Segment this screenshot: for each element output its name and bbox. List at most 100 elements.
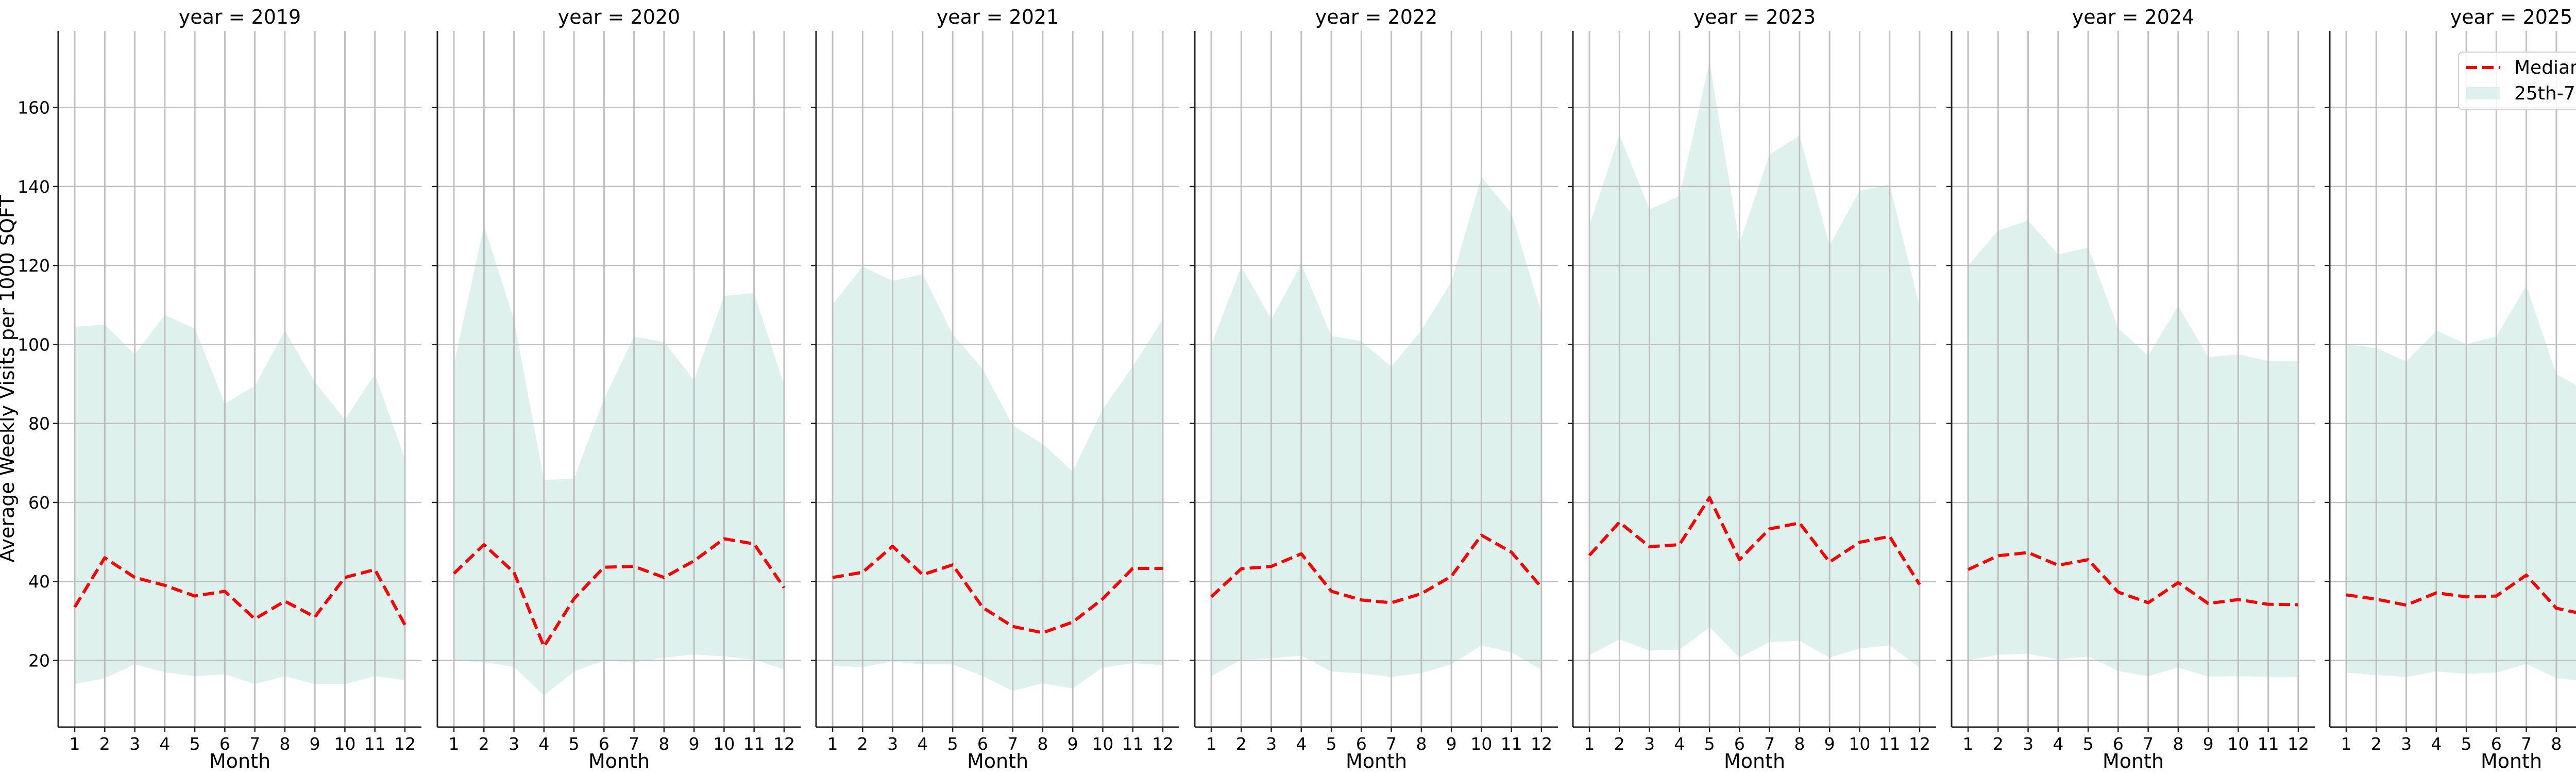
x-axis-label: Month (1724, 750, 1785, 772)
x-tick-label: 6 (1356, 734, 1367, 754)
x-tick-label: 4 (917, 734, 928, 754)
x-tick-label: 2 (1614, 734, 1625, 754)
y-tick-label: 40 (28, 572, 50, 592)
panel-title: year = 2020 (558, 6, 680, 28)
x-axis-label: Month (1346, 750, 1407, 772)
legend-band-swatch (2466, 87, 2500, 99)
x-tick-label: 11 (743, 734, 765, 754)
x-tick-label: 8 (1794, 734, 1805, 754)
x-tick-label: 3 (887, 734, 898, 754)
x-tick-label: 9 (2203, 734, 2214, 754)
y-tick-label: 20 (28, 650, 50, 670)
x-tick-label: 2 (99, 734, 110, 754)
x-tick-label: 1 (1584, 734, 1595, 754)
x-tick-label: 9 (689, 734, 700, 754)
x-tick-label: 8 (1037, 734, 1048, 754)
x-tick-label: 4 (538, 734, 549, 754)
x-axis-label: Month (967, 750, 1028, 772)
x-tick-label: 10 (1849, 734, 1870, 754)
x-tick-label: 7 (2143, 734, 2154, 754)
x-tick-label: 2 (857, 734, 868, 754)
panel-title: year = 2022 (1315, 6, 1437, 28)
x-tick-label: 10 (2227, 734, 2249, 754)
x-axis-label: Month (2103, 750, 2164, 772)
x-tick-label: 2 (2371, 734, 2382, 754)
x-tick-label: 4 (159, 734, 170, 754)
x-tick-label: 11 (1879, 734, 1901, 754)
x-tick-label: 5 (2083, 734, 2094, 754)
x-axis-label: Month (209, 750, 270, 772)
x-tick-label: 5 (947, 734, 958, 754)
percentile-band (1589, 62, 1920, 668)
x-tick-label: 6 (219, 734, 230, 754)
x-tick-label: 1 (1963, 734, 1974, 754)
x-tick-label: 4 (2431, 734, 2442, 754)
x-tick-label: 1 (449, 734, 460, 754)
x-tick-label: 11 (1122, 734, 1144, 754)
legend: Median 25th-75th Percentile (2458, 52, 2576, 110)
x-tick-label: 7 (629, 734, 639, 754)
x-tick-label: 1 (2341, 734, 2352, 754)
y-tick-label: 160 (18, 98, 50, 118)
x-tick-label: 5 (1326, 734, 1337, 754)
y-tick-label: 80 (28, 414, 50, 434)
x-tick-label: 12 (394, 734, 416, 754)
x-tick-label: 3 (509, 734, 519, 754)
x-tick-label: 10 (334, 734, 355, 754)
x-tick-label: 10 (1470, 734, 1492, 754)
percentile-band (1211, 177, 1541, 677)
median-line (1210, 533, 1543, 604)
median-line (832, 545, 1163, 634)
x-tick-label: 9 (1824, 734, 1835, 754)
x-tick-label: 5 (190, 734, 200, 754)
x-tick-label: 6 (599, 734, 609, 754)
x-tick-label: 9 (310, 734, 320, 754)
x-tick-label: 12 (1152, 734, 1174, 754)
percentile-band (75, 314, 405, 684)
y-tick-label: 140 (18, 177, 50, 197)
x-tick-label: 12 (1531, 734, 1552, 754)
x-tick-label: 7 (1007, 734, 1018, 754)
legend-median-label: Median (2514, 57, 2576, 78)
x-tick-label: 1 (827, 734, 838, 754)
x-tick-label: 9 (1067, 734, 1078, 754)
x-tick-label: 8 (658, 734, 669, 754)
x-tick-label: 11 (1501, 734, 1522, 754)
x-tick-label: 2 (1993, 734, 2004, 754)
x-tick-label: 1 (1206, 734, 1217, 754)
x-axis-label: Month (588, 750, 650, 772)
percentile-band (454, 226, 784, 696)
median-line (2346, 573, 2576, 614)
percentile-band (833, 266, 1163, 691)
x-tick-label: 6 (2113, 734, 2124, 754)
x-tick-label: 8 (1416, 734, 1427, 754)
x-tick-label: 8 (2173, 734, 2183, 754)
panel-title: year = 2023 (1693, 6, 1816, 28)
x-tick-label: 10 (1092, 734, 1113, 754)
x-axis-label: Month (2481, 750, 2542, 772)
x-tick-label: 5 (569, 734, 580, 754)
x-tick-label: 2 (1236, 734, 1247, 754)
x-tick-label: 3 (2023, 734, 2033, 754)
median-line (73, 556, 406, 626)
x-tick-label: 6 (2491, 734, 2502, 754)
x-tick-label: 12 (2287, 734, 2309, 754)
median-line (1588, 496, 1921, 585)
panel-title: year = 2021 (937, 6, 1059, 28)
x-tick-label: 5 (1704, 734, 1715, 754)
x-tick-label: 7 (249, 734, 260, 754)
x-tick-label: 4 (2053, 734, 2063, 754)
x-tick-label: 10 (713, 734, 735, 754)
x-tick-label: 5 (2461, 734, 2472, 754)
x-tick-label: 1 (70, 734, 80, 754)
y-tick-label: 100 (18, 334, 50, 355)
x-tick-label: 7 (1764, 734, 1775, 754)
